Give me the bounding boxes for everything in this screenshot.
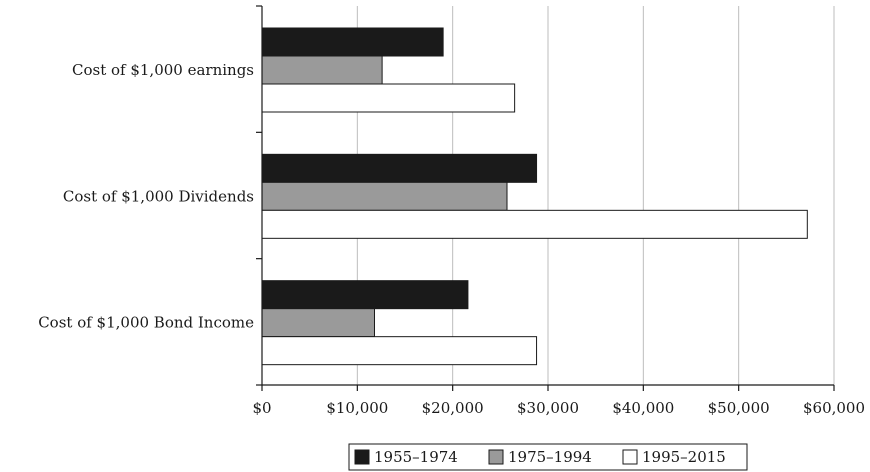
legend-swatch (488, 449, 504, 465)
legend: 1955–1974 1975–1994 1995–2015 (348, 443, 748, 471)
category-label: Cost of $1,000 Dividends (63, 187, 254, 205)
axes (256, 5, 835, 391)
legend-box (348, 443, 748, 471)
bar (261, 83, 516, 113)
x-tick-label: $50,000 (708, 399, 770, 417)
bar (261, 308, 375, 338)
x-tick-label: $60,000 (803, 399, 865, 417)
x-tick-label: $20,000 (422, 399, 484, 417)
bar (261, 153, 538, 183)
bar (261, 209, 808, 239)
bars (261, 27, 808, 366)
x-tick-label: $30,000 (517, 399, 579, 417)
bar (261, 55, 383, 85)
legend-swatch (622, 449, 638, 465)
category-labels: Cost of $1,000 earnings Cost of $1,000 Di… (38, 61, 254, 332)
bar (261, 280, 469, 310)
x-tick-label: $10,000 (326, 399, 388, 417)
x-tick-label: $40,000 (612, 399, 674, 417)
category-label: Cost of $1,000 Bond Income (38, 314, 254, 332)
category-label: Cost of $1,000 earnings (72, 61, 254, 79)
x-tick-labels: $0 $10,000 $20,000 $30,000 $40,000 $50,000 $60… (252, 399, 865, 417)
bar (261, 27, 444, 57)
legend-label: 1995–2015 (642, 448, 726, 466)
legend-label: 1955–1974 (374, 448, 458, 466)
x-tick-label: $0 (252, 399, 271, 417)
bar (261, 336, 538, 366)
bar (261, 181, 508, 211)
legend-swatch (354, 449, 370, 465)
legend-label: 1975–1994 (508, 448, 592, 466)
